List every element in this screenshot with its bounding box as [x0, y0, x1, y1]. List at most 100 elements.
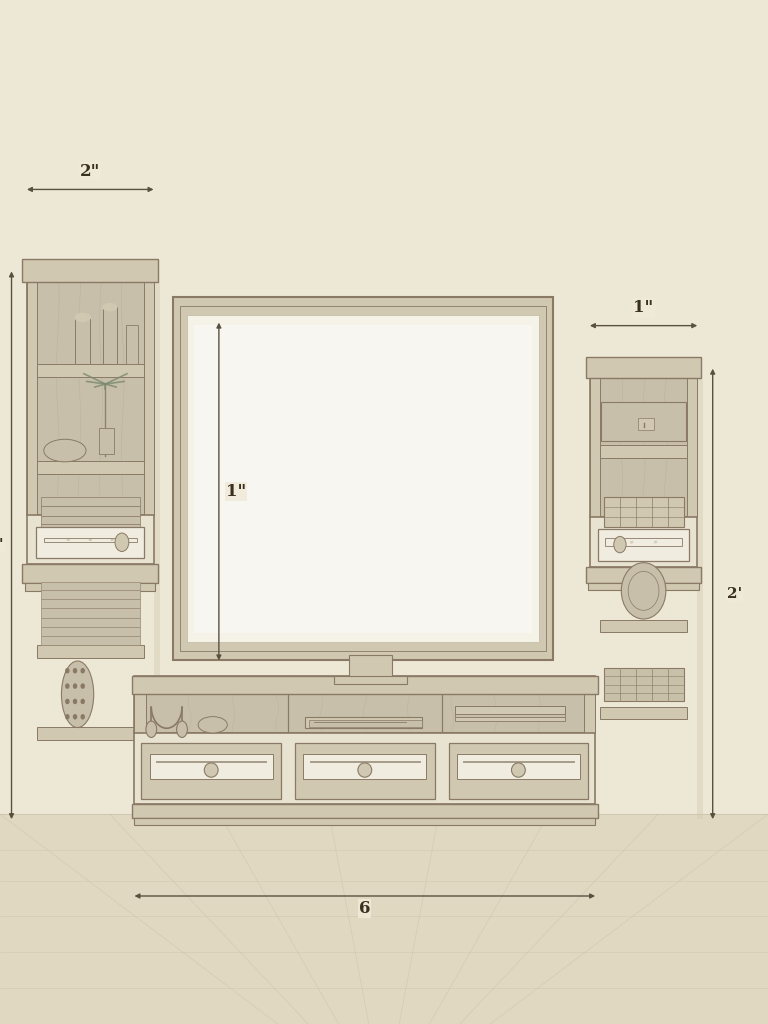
Bar [41, 582, 140, 590]
Bar [41, 516, 140, 524]
Bar [455, 717, 565, 721]
Bar [687, 369, 697, 517]
Bar [590, 369, 697, 517]
Bar [41, 543, 140, 553]
Bar [463, 761, 574, 762]
Bar [449, 742, 588, 800]
Bar [600, 620, 687, 632]
Ellipse shape [198, 717, 227, 733]
Ellipse shape [61, 662, 94, 727]
Bar [27, 271, 37, 515]
Ellipse shape [103, 304, 117, 311]
Bar [37, 364, 144, 377]
Bar [599, 379, 688, 517]
Text: 2': 2' [727, 587, 742, 601]
Bar [605, 538, 682, 547]
Bar [303, 754, 426, 779]
Circle shape [115, 534, 129, 552]
Bar [132, 804, 598, 818]
Bar [37, 553, 144, 566]
Bar [37, 727, 144, 740]
Bar [103, 307, 117, 364]
Bar [41, 599, 140, 608]
Circle shape [81, 699, 84, 703]
Circle shape [74, 669, 77, 673]
Circle shape [614, 537, 626, 553]
Bar [146, 681, 584, 733]
Bar [41, 636, 140, 645]
Text: 1": 1" [226, 483, 246, 500]
Circle shape [74, 715, 77, 719]
Bar [36, 527, 144, 558]
Ellipse shape [511, 763, 525, 777]
Bar [25, 583, 155, 591]
Circle shape [81, 715, 84, 719]
Bar [310, 761, 420, 762]
Bar [194, 325, 532, 633]
Circle shape [74, 684, 77, 688]
Bar [295, 742, 435, 800]
Bar [22, 564, 158, 583]
Bar [187, 315, 539, 642]
Ellipse shape [177, 721, 187, 737]
Bar [27, 271, 154, 515]
Bar [41, 608, 140, 618]
Bar [697, 379, 703, 819]
Bar [36, 282, 144, 515]
Bar [455, 706, 565, 714]
Bar [638, 418, 654, 430]
Bar [41, 627, 140, 636]
Bar [590, 369, 600, 517]
Bar [41, 534, 140, 543]
Circle shape [81, 684, 84, 688]
Circle shape [66, 715, 69, 719]
Bar [99, 428, 114, 454]
Bar [598, 528, 689, 561]
Bar [584, 676, 595, 733]
Bar [600, 707, 687, 719]
Bar [134, 818, 595, 825]
Bar [457, 754, 580, 779]
Bar [604, 497, 684, 527]
Bar [41, 618, 140, 627]
Bar [141, 742, 281, 800]
Bar [150, 754, 273, 779]
Bar [144, 271, 154, 515]
Bar [37, 461, 144, 474]
Text: 1": 1" [0, 539, 4, 552]
Bar [173, 297, 553, 660]
Text: 1": 1" [634, 299, 654, 315]
Bar [586, 567, 701, 584]
Bar [134, 733, 595, 804]
Bar [600, 445, 687, 458]
Circle shape [81, 669, 84, 673]
Ellipse shape [204, 763, 218, 777]
Bar [41, 590, 140, 599]
Ellipse shape [75, 313, 91, 322]
Bar [586, 357, 701, 378]
Bar [156, 761, 266, 762]
Bar [0, 814, 768, 1024]
Ellipse shape [44, 439, 86, 462]
Bar [601, 402, 686, 441]
Circle shape [66, 669, 69, 673]
Bar [604, 668, 684, 701]
Bar [154, 282, 160, 819]
Bar [132, 676, 598, 694]
Ellipse shape [146, 721, 157, 737]
Text: 2": 2" [80, 163, 101, 179]
Bar [44, 538, 137, 542]
Bar [349, 655, 392, 678]
Circle shape [66, 684, 69, 688]
Text: 6: 6 [359, 900, 370, 916]
Bar [180, 306, 546, 651]
Bar [75, 317, 91, 364]
Bar [305, 717, 422, 728]
Ellipse shape [358, 763, 372, 777]
Bar [27, 515, 154, 564]
Bar [588, 584, 699, 591]
Bar [126, 325, 138, 364]
Bar [134, 676, 146, 733]
Bar [41, 506, 140, 516]
Bar [37, 645, 144, 658]
